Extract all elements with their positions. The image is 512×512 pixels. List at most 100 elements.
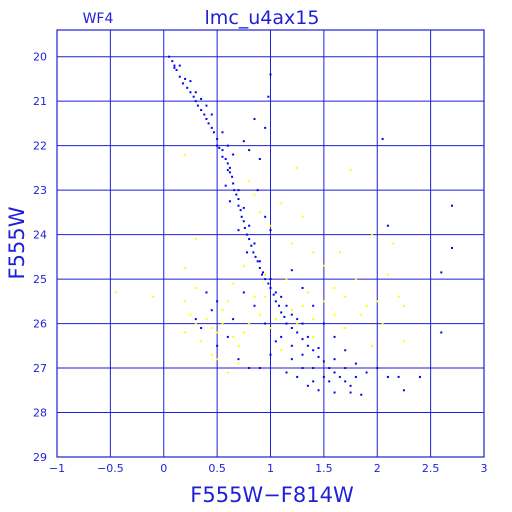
data-point-blue [301, 322, 304, 325]
data-point-yellow [386, 273, 389, 276]
data-point-blue [365, 371, 368, 374]
data-point-blue [184, 77, 187, 80]
data-point-blue [258, 260, 261, 263]
data-point-yellow [397, 295, 400, 298]
data-point-blue [450, 246, 453, 249]
data-point-blue [269, 286, 272, 289]
data-point-yellow [242, 331, 245, 334]
data-point-blue [258, 157, 261, 160]
data-point-yellow [344, 327, 347, 330]
data-point-blue [312, 304, 315, 307]
data-point-yellow [194, 238, 197, 241]
data-point-blue [440, 331, 443, 334]
data-point-blue [333, 335, 336, 338]
data-point-blue [301, 286, 304, 289]
data-point-yellow [184, 153, 187, 156]
data-point-blue [246, 251, 249, 254]
data-point-yellow [258, 313, 261, 316]
data-point-blue [210, 126, 213, 129]
data-point-yellow [301, 215, 304, 218]
data-point-blue [168, 55, 171, 58]
data-point-blue [333, 391, 336, 394]
data-point-blue [237, 198, 240, 201]
data-point-blue [243, 226, 246, 229]
data-point-blue [232, 182, 235, 185]
data-point-blue [240, 215, 243, 218]
data-point-blue [196, 104, 199, 107]
y-tick-label: 21 [33, 95, 47, 108]
data-point-blue [306, 344, 309, 347]
data-point-yellow [370, 344, 373, 347]
chart-title: lmc_u4ax15 [205, 7, 320, 29]
data-point-yellow [269, 224, 272, 227]
data-point-blue [278, 304, 281, 307]
data-point-yellow [274, 318, 277, 321]
data-point-blue [205, 291, 208, 294]
x-tick-labels: −1 −0.5 0 0.5 1 1.5 2 2.5 3 [49, 462, 488, 475]
data-point-blue [360, 393, 363, 396]
data-point-yellow [264, 273, 267, 276]
data-point-blue [269, 278, 272, 281]
data-point-blue [312, 349, 315, 352]
data-point-yellow [237, 344, 240, 347]
data-point-yellow [333, 286, 336, 289]
y-tick-label: 23 [33, 184, 47, 197]
data-point-blue [290, 358, 293, 361]
data-point-yellow [354, 278, 357, 281]
data-point-blue [200, 97, 203, 100]
data-point-blue [301, 353, 304, 356]
data-point-blue [256, 260, 259, 263]
data-point-blue [322, 375, 325, 378]
data-point-blue [376, 367, 379, 370]
data-point-blue [322, 322, 325, 325]
data-point-blue [262, 271, 265, 274]
data-point-blue [250, 244, 253, 247]
x-tick-label: 0 [160, 462, 167, 475]
data-point-blue [189, 91, 192, 94]
data-point-blue [322, 360, 325, 363]
data-point-blue [264, 322, 267, 325]
data-point-blue [317, 355, 320, 358]
data-point-yellow [381, 322, 384, 325]
data-point-blue [205, 117, 208, 120]
data-point-yellow [376, 300, 379, 303]
data-point-yellow [194, 322, 197, 325]
data-point-yellow [184, 331, 187, 334]
data-point-yellow [296, 322, 299, 325]
data-point-blue [171, 60, 174, 63]
panel-label: WF4 [83, 11, 114, 27]
data-point-yellow [237, 362, 240, 365]
data-point-blue [260, 273, 263, 276]
y-tick-label: 22 [33, 140, 47, 153]
data-point-blue [221, 131, 224, 134]
data-point-blue [194, 91, 197, 94]
data-point-blue [267, 95, 270, 98]
data-point-blue [224, 184, 227, 187]
data-point-blue [242, 140, 245, 143]
data-point-yellow [322, 264, 325, 267]
data-point-blue [301, 338, 304, 341]
data-point-blue [285, 371, 288, 374]
data-point-blue [226, 335, 229, 338]
y-tick-labels: 20 21 22 23 24 25 26 27 28 29 [33, 51, 47, 464]
x-tick-label: 2 [374, 462, 381, 475]
data-point-blue [386, 375, 389, 378]
data-point-blue [218, 146, 221, 149]
data-point-blue [246, 233, 249, 236]
data-point-blue [226, 144, 229, 147]
data-point-blue [354, 375, 357, 378]
data-point-blue [274, 340, 277, 343]
data-point-blue [239, 209, 242, 212]
data-point-blue [237, 358, 240, 361]
data-point-blue [242, 206, 245, 209]
data-point-blue [301, 367, 304, 370]
x-tick-label: 3 [481, 462, 488, 475]
data-point-blue [237, 204, 240, 207]
data-point-blue [173, 66, 176, 69]
data-point-yellow [194, 286, 197, 289]
data-point-yellow [232, 335, 235, 338]
x-tick-label: −1 [49, 462, 65, 475]
data-point-yellow [210, 353, 213, 356]
y-tick-label: 26 [33, 318, 47, 331]
